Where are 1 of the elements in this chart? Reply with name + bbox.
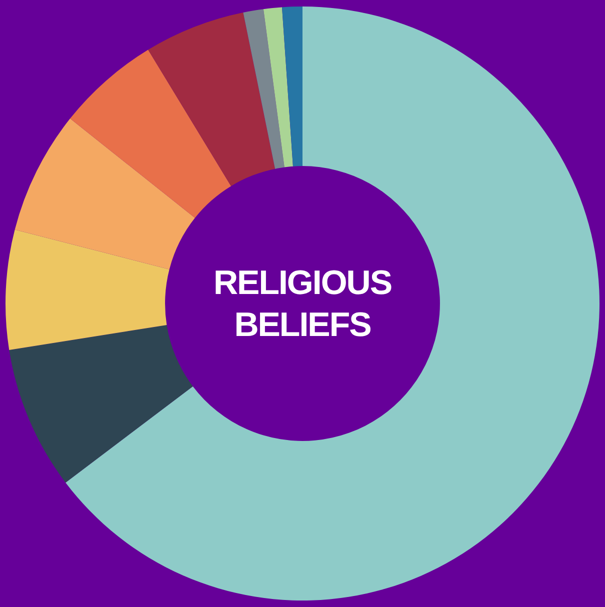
text: RELIGIOUS BELIEFS	[212, 262, 393, 346]
